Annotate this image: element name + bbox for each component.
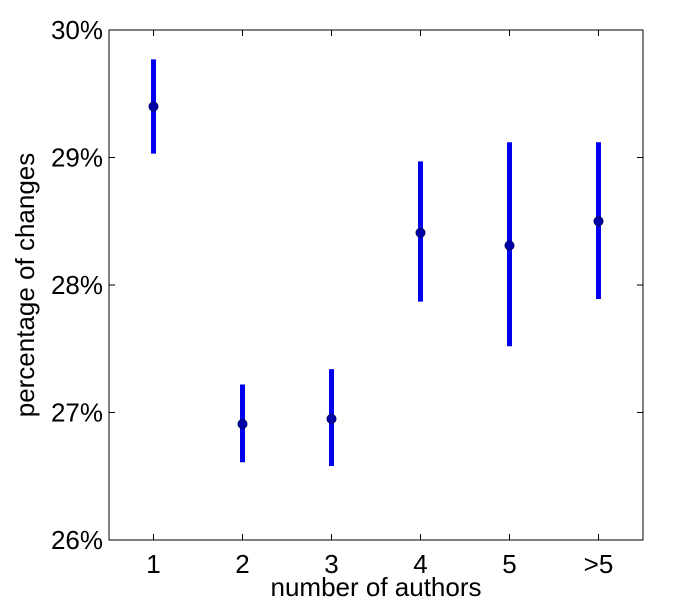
x-tick-label: 4	[413, 549, 427, 579]
x-tick-label: 3	[324, 549, 338, 579]
data-point	[148, 101, 159, 112]
x-axis-label: number of authors	[270, 572, 481, 602]
y-tick-label: 29%	[51, 143, 103, 173]
data-marks	[148, 59, 604, 467]
data-point	[593, 216, 604, 227]
data-point	[415, 227, 426, 238]
x-tick-label: 5	[502, 549, 516, 579]
axis-ticks: 26% 27% 28% 29% 30% 1 2 3 4 5 >5	[51, 15, 643, 579]
y-tick-label: 27%	[51, 398, 103, 428]
y-tick-label: 28%	[51, 270, 103, 300]
x-tick-label: 1	[146, 549, 160, 579]
y-axis-label: percentage of changes	[10, 153, 40, 418]
x-tick-label: 2	[235, 549, 249, 579]
data-point	[326, 413, 337, 424]
y-tick-label: 30%	[51, 15, 103, 45]
y-tick-label: 26%	[51, 525, 103, 555]
x-tick-label: >5	[584, 549, 614, 579]
data-point	[504, 240, 515, 251]
data-point	[237, 418, 248, 429]
plot-frame	[108, 29, 644, 541]
